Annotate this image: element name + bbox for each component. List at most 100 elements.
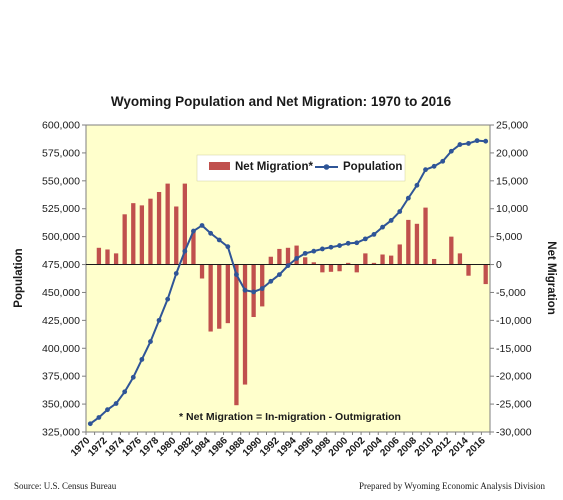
left-tick-label: 450,000 [42, 287, 80, 299]
bar-1990 [260, 264, 265, 307]
population-point-1976 [139, 357, 145, 362]
bar-1972 [105, 249, 110, 265]
population-point-1990 [259, 286, 265, 291]
bar-1975 [131, 203, 136, 265]
population-point-2008 [414, 182, 420, 188]
bar-2007 [406, 219, 411, 265]
right-tick-label: 0 [496, 259, 502, 271]
left-tick-label: 600,000 [42, 120, 80, 132]
bar-1999 [337, 264, 342, 272]
bar-1983 [199, 264, 205, 279]
right-tick-label: -30,000 [496, 427, 532, 439]
right-tick-label: -25,000 [496, 399, 532, 411]
population-point-1978 [156, 317, 162, 323]
bar-1995 [303, 257, 308, 265]
left-axis-label: Population [13, 248, 25, 307]
left-tick-label: 325,000 [42, 427, 80, 439]
left-tick-label: 400,000 [42, 343, 80, 355]
bar-2003 [371, 262, 377, 265]
legend-marker-population [323, 164, 330, 170]
population-line-group [87, 138, 489, 427]
bar-1987 [234, 264, 239, 406]
bar-2004 [380, 254, 385, 265]
population-point-2007 [405, 195, 411, 201]
right-tick-label: 20,000 [496, 147, 528, 159]
population-point-1988 [242, 287, 248, 293]
population-point-2006 [397, 209, 403, 214]
bar-1993 [285, 247, 291, 265]
population-point-1972 [105, 407, 110, 413]
bar-1984 [208, 264, 213, 332]
right-tick-label: -5,000 [496, 287, 526, 299]
bar-2014 [466, 264, 471, 276]
population-point-1991 [268, 278, 274, 284]
bar-1977 [148, 198, 153, 265]
left-tick-label: 475,000 [42, 259, 80, 271]
bar-2013 [457, 253, 463, 265]
population-point-1975 [130, 374, 136, 380]
population-point-1985 [216, 237, 222, 243]
left-tick-label: 425,000 [42, 315, 80, 327]
legend-label-net-migration: Net Migration* [235, 161, 313, 173]
bar-1997 [320, 264, 325, 273]
bar-1976 [139, 205, 145, 265]
bar-2000 [346, 262, 351, 265]
population-point-1993 [285, 263, 291, 269]
left-tick-label: 350,000 [42, 399, 80, 411]
population-point-2000 [345, 240, 351, 246]
bar-2008 [414, 223, 420, 265]
population-point-2013 [457, 142, 463, 147]
population-point-2011 [440, 158, 446, 164]
population-point-1997 [319, 246, 325, 252]
left-tick-label: 525,000 [42, 203, 80, 215]
population-point-1980 [173, 271, 179, 276]
bar-1971 [96, 247, 102, 265]
population-point-2005 [388, 218, 394, 223]
population-point-1992 [277, 272, 282, 277]
population-point-1989 [251, 289, 257, 295]
legend-swatch-net-migration [209, 162, 230, 170]
bar-2012 [449, 236, 454, 265]
bar-2006 [397, 244, 402, 265]
right-tick-label: 10,000 [496, 203, 528, 215]
footer-source: Source: U.S. Census Bureau [14, 481, 117, 491]
population-point-2002 [362, 236, 368, 242]
right-tick-label: -20,000 [496, 371, 532, 383]
population-point-2012 [448, 148, 454, 154]
population-point-2003 [371, 232, 377, 237]
bar-1982 [191, 231, 196, 265]
bar-1981 [182, 183, 187, 265]
legend-box [196, 154, 406, 182]
chart-title: Wyoming Population and Net Migration: 19… [111, 94, 452, 109]
population-point-1970 [87, 421, 93, 427]
population-point-1996 [311, 248, 317, 254]
right-tick-label: -15,000 [496, 343, 532, 355]
population-point-1984 [208, 230, 214, 236]
bar-1988 [242, 264, 248, 385]
bar-1978 [156, 191, 162, 265]
bar-1998 [328, 264, 334, 272]
bar-1973 [113, 253, 119, 265]
bar-2010 [431, 258, 437, 265]
legend: Net Migration* Population [196, 154, 406, 182]
right-axis-label: Net Migration [545, 241, 557, 314]
population-point-1974 [122, 389, 128, 395]
bar-1980 [174, 206, 179, 265]
bar-1979 [165, 183, 170, 265]
population-point-1994 [294, 256, 299, 261]
population-point-2014 [466, 141, 471, 146]
left-tick-label: 375,000 [42, 371, 80, 383]
legend-label-population: Population [343, 161, 402, 173]
population-point-1982 [191, 228, 196, 234]
population-point-1973 [113, 401, 119, 406]
population-point-2015 [474, 138, 480, 144]
bar-2001 [354, 264, 359, 273]
bar-2005 [389, 255, 394, 265]
bar-1996 [311, 262, 316, 265]
left-tick-label: 500,000 [42, 231, 80, 243]
population-point-2001 [354, 240, 360, 246]
bar-2009 [423, 207, 428, 265]
bar-1992 [277, 248, 282, 265]
left-axis-ticks: 325,000 350,000 375,000 400,000 425,000 450,0… [42, 120, 86, 439]
